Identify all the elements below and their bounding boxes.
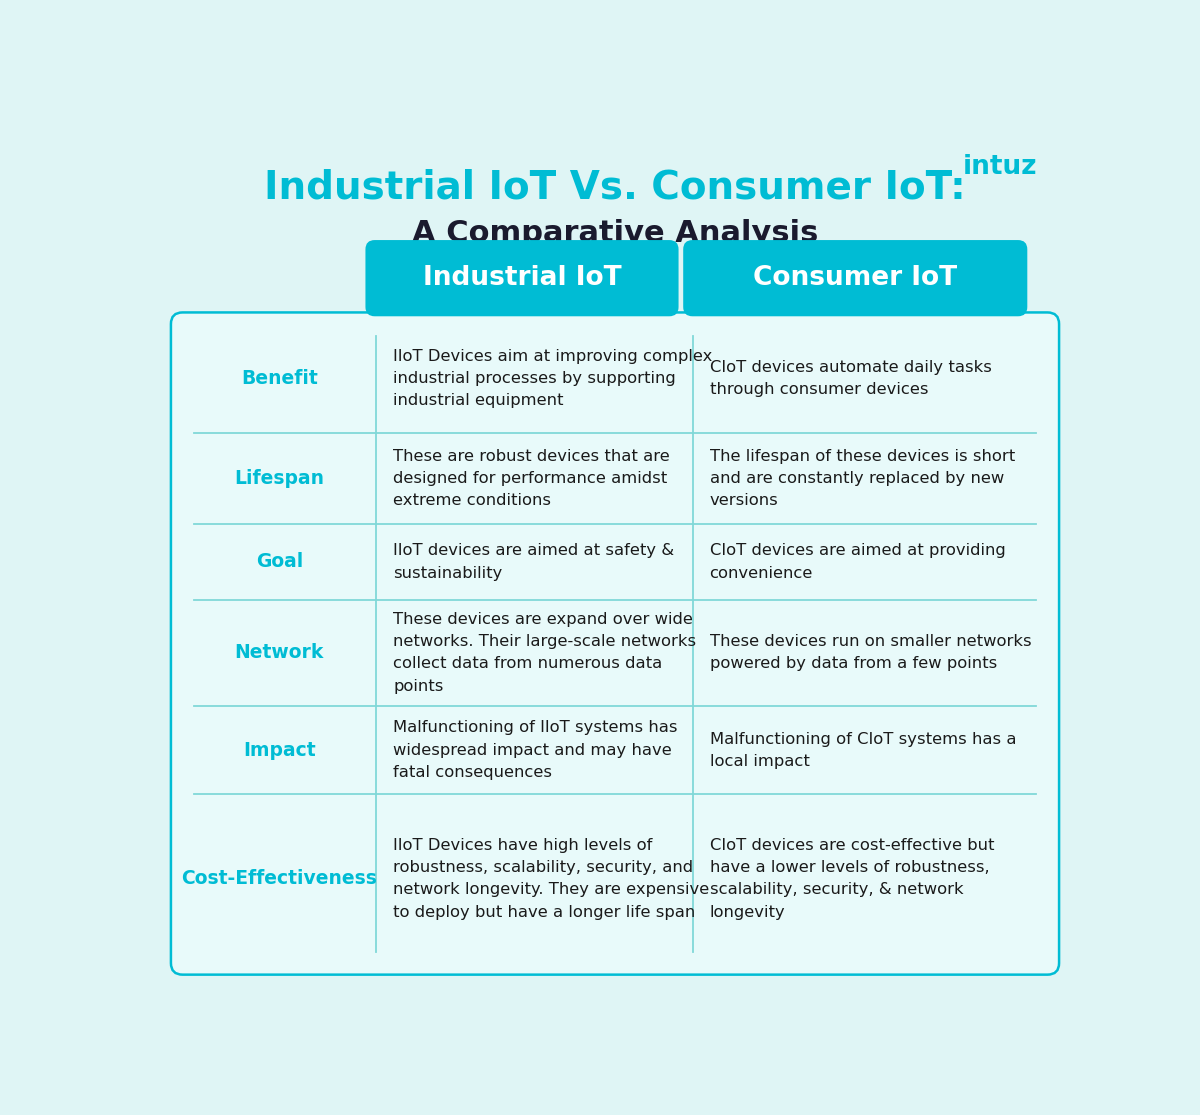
Text: These devices run on smaller networks
powered by data from a few points: These devices run on smaller networks po…: [709, 634, 1031, 671]
Text: Industrial IoT: Industrial IoT: [422, 265, 622, 291]
Text: Benefit: Benefit: [241, 369, 318, 388]
Text: Industrial IoT Vs. Consumer IoT:: Industrial IoT Vs. Consumer IoT:: [264, 168, 966, 206]
Text: The lifespan of these devices is short
and are constantly replaced by new
versio: The lifespan of these devices is short a…: [709, 449, 1015, 508]
Text: intuz: intuz: [962, 154, 1037, 180]
Text: IIoT Devices have high levels of
robustness, scalability, security, and
network : IIoT Devices have high levels of robustn…: [394, 838, 709, 920]
Text: Goal: Goal: [256, 552, 304, 571]
Text: CIoT devices automate daily tasks
through consumer devices: CIoT devices automate daily tasks throug…: [709, 360, 991, 397]
FancyBboxPatch shape: [366, 240, 678, 317]
Text: These are robust devices that are
designed for performance amidst
extreme condit: These are robust devices that are design…: [394, 449, 670, 508]
FancyBboxPatch shape: [170, 312, 1060, 975]
FancyBboxPatch shape: [683, 240, 1027, 317]
Text: CIoT devices are cost-effective but
have a lower levels of robustness,
scalabili: CIoT devices are cost-effective but have…: [709, 838, 994, 920]
Text: Lifespan: Lifespan: [234, 469, 324, 488]
Text: CIoT devices are aimed at providing
convenience: CIoT devices are aimed at providing conv…: [709, 543, 1006, 581]
Text: IIoT Devices aim at improving complex
industrial processes by supporting
industr: IIoT Devices aim at improving complex in…: [394, 349, 713, 408]
Text: Malfunctioning of IIoT systems has
widespread impact and may have
fatal conseque: Malfunctioning of IIoT systems has wides…: [394, 720, 678, 779]
Text: Consumer IoT: Consumer IoT: [754, 265, 958, 291]
Text: Network: Network: [235, 643, 324, 662]
Text: Cost-Effectiveness: Cost-Effectiveness: [181, 870, 377, 889]
Text: These devices are expand over wide
networks. Their large-scale networks
collect : These devices are expand over wide netwo…: [394, 612, 696, 694]
Text: IIoT devices are aimed at safety &
sustainability: IIoT devices are aimed at safety & susta…: [394, 543, 674, 581]
Text: Malfunctioning of CIoT systems has a
local impact: Malfunctioning of CIoT systems has a loc…: [709, 731, 1016, 768]
Text: Impact: Impact: [244, 740, 316, 759]
Text: A Comparative Analysis: A Comparative Analysis: [412, 220, 818, 249]
